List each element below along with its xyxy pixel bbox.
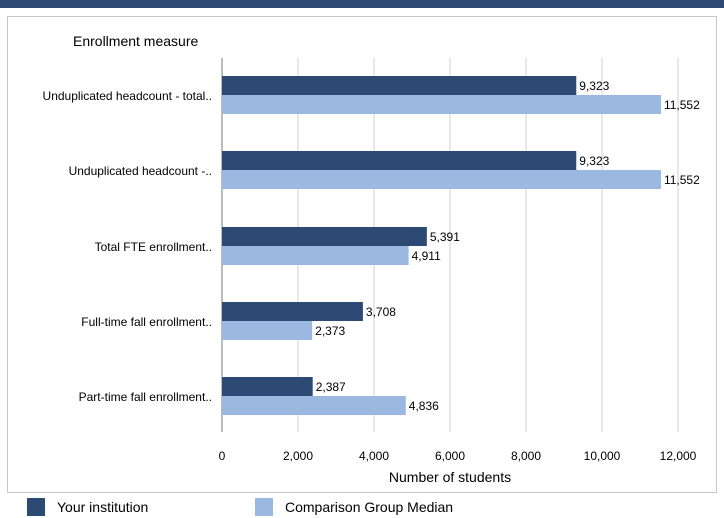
bar-chart: 0 2,000 4,000 6,000 8,000 10,000 12,000 Number … xyxy=(43,58,700,485)
x-tick-label-2: 4,000 xyxy=(359,449,389,463)
x-tick-label-5: 10,000 xyxy=(584,449,621,463)
category-label-1: Unduplicated headcount -.. xyxy=(69,164,212,178)
bar-series0-3 xyxy=(222,302,363,321)
legend-item-comparison-median: Comparison Group Median xyxy=(255,498,453,516)
x-tick-label-3: 6,000 xyxy=(435,449,465,463)
category-label-3: Full-time fall enrollment.. xyxy=(81,315,212,329)
bar-series0-4 xyxy=(222,377,313,396)
x-tick-label-6: 12,000 xyxy=(660,449,697,463)
category-label-0: Unduplicated headcount - total.. xyxy=(43,89,212,103)
bar-series1-0 xyxy=(222,95,661,114)
legend-label-your-institution: Your institution xyxy=(57,499,149,515)
data-label-series0-0: 9,323 xyxy=(579,79,609,93)
data-label-series0-1: 9,323 xyxy=(579,154,609,168)
category-label-2: Total FTE enrollment.. xyxy=(95,240,212,254)
y-axis-title: Enrollment measure xyxy=(73,33,199,49)
data-label-series0-2: 5,391 xyxy=(430,230,460,244)
x-tick-label-0: 0 xyxy=(219,449,226,463)
category-label-4: Part-time fall enrollment.. xyxy=(79,390,212,404)
bar-series1-4 xyxy=(222,396,406,415)
data-label-series0-3: 3,708 xyxy=(366,305,396,319)
x-tick-label-4: 8,000 xyxy=(511,449,541,463)
bar-series1-2 xyxy=(222,246,409,265)
data-label-series1-0: 11,552 xyxy=(664,98,700,112)
legend-swatch-comparison-median xyxy=(255,498,273,516)
bar-series0-2 xyxy=(222,227,427,246)
data-label-series1-4: 4,836 xyxy=(409,399,439,413)
legend-label-comparison-median: Comparison Group Median xyxy=(285,499,454,515)
x-axis-title: Number of students xyxy=(389,469,511,485)
data-label-series1-3: 2,373 xyxy=(315,324,345,338)
data-label-series1-1: 11,552 xyxy=(664,173,700,187)
legend-swatch-your-institution xyxy=(27,498,45,516)
bar-series0-1 xyxy=(222,151,577,170)
data-label-series1-2: 4,911 xyxy=(412,249,441,263)
bar-series0-0 xyxy=(222,76,577,95)
top-accent-bar xyxy=(0,0,724,8)
legend-item-your-institution: Your institution xyxy=(27,498,148,516)
legend: Your institution Comparison Group Median xyxy=(0,496,724,518)
x-tick-label-1: 2,000 xyxy=(283,449,313,463)
bar-series1-3 xyxy=(222,321,313,340)
data-label-series0-4: 2,387 xyxy=(316,380,346,394)
bar-series1-1 xyxy=(222,170,661,189)
